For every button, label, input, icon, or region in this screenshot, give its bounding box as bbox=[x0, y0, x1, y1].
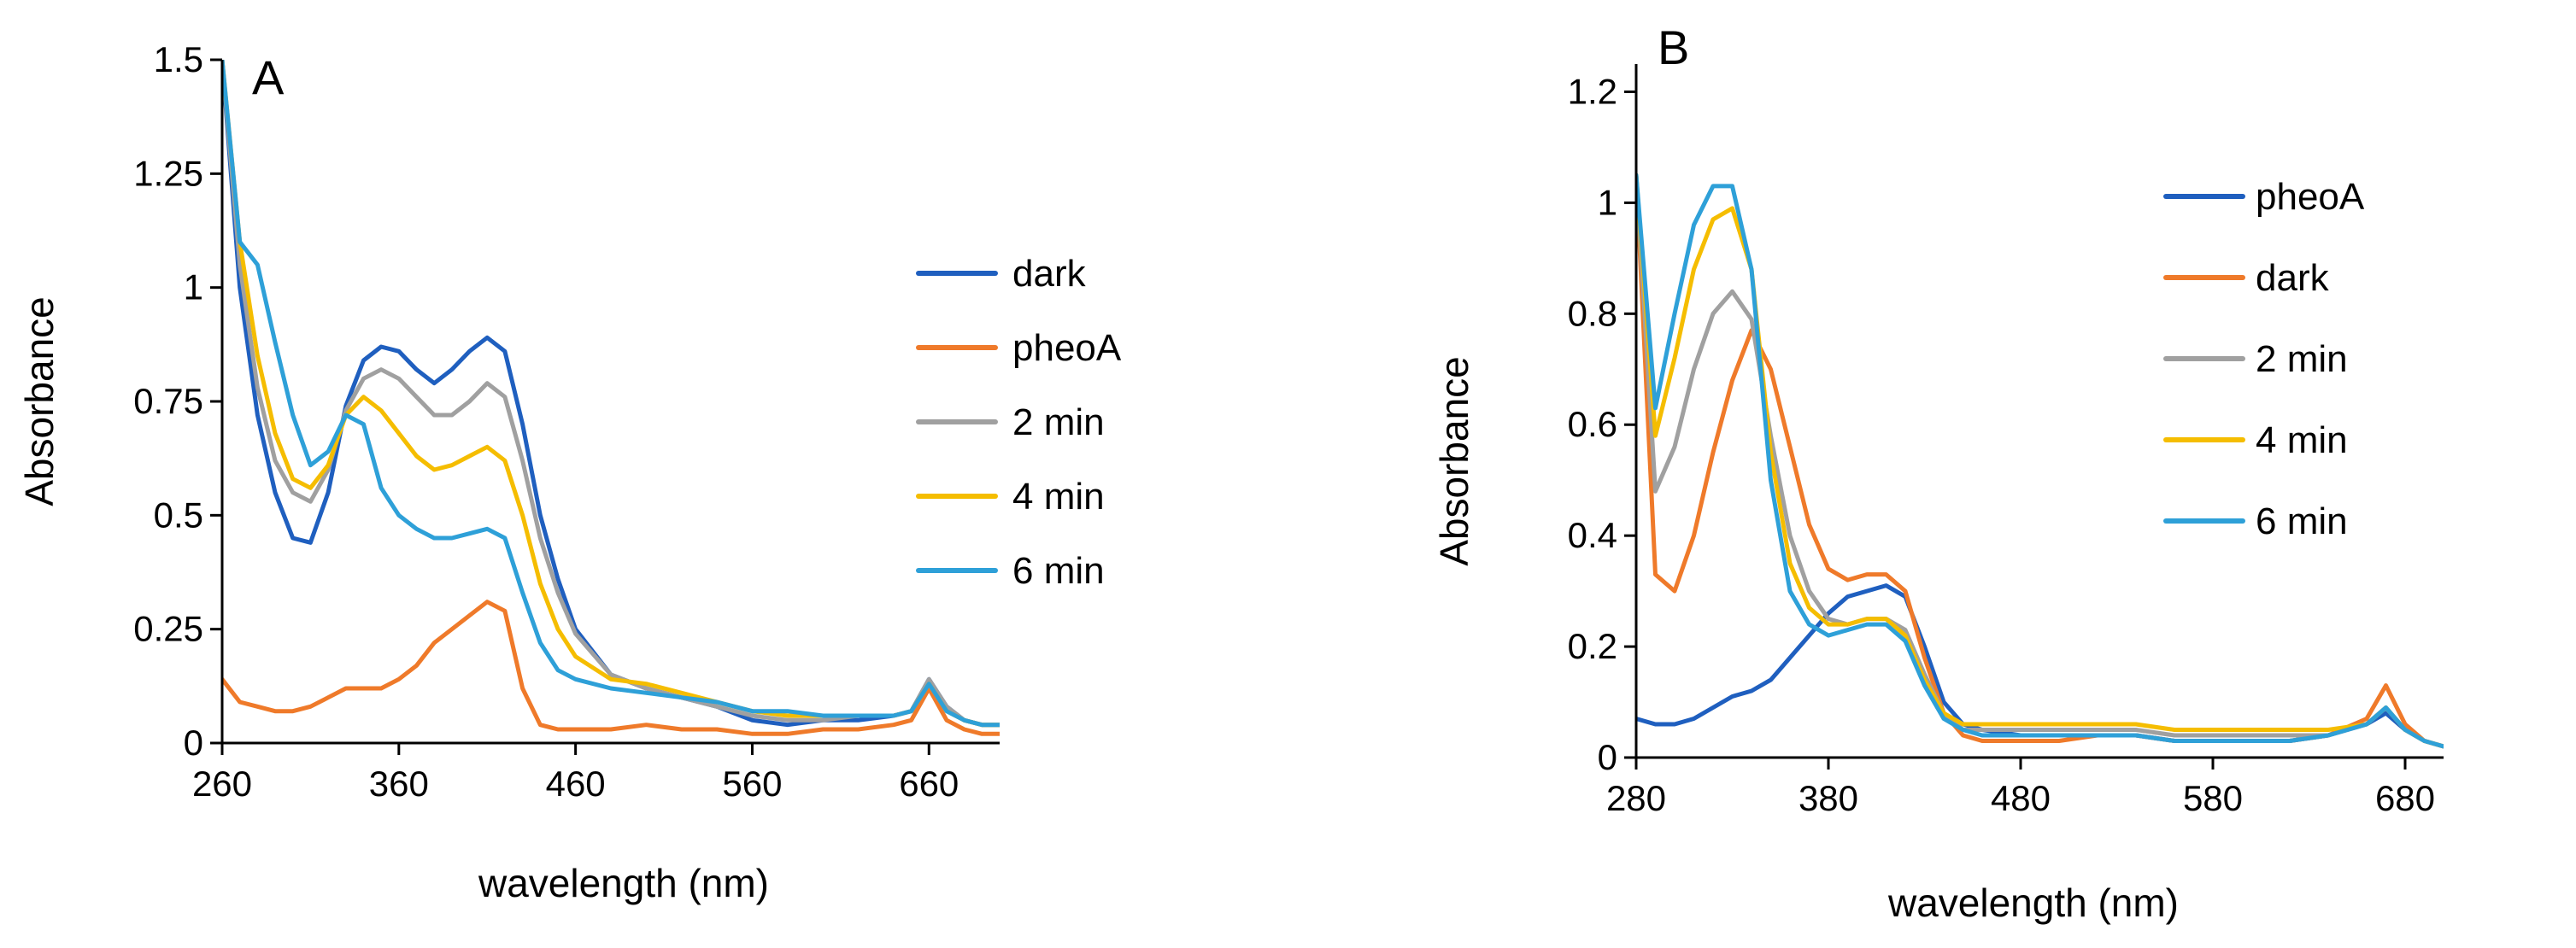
legend-label: dark bbox=[1012, 253, 1087, 295]
chart-panel-b: 0 0.2 0.4 0.6 0.8 1 1.2 280 380 480 580 680 Bwavelen… bbox=[1432, 20, 2444, 925]
x-tick-label: 260 bbox=[192, 764, 252, 804]
series-line-6-min bbox=[222, 60, 1000, 728]
y-tick-label: 1 bbox=[184, 267, 203, 307]
y-tick-label: 0.2 bbox=[1568, 626, 1617, 666]
series-line-dark bbox=[222, 60, 1000, 728]
legend-label: 6 min bbox=[1012, 550, 1105, 592]
legend: pheoA dark 2 min 4 min 6 min bbox=[2163, 176, 2365, 542]
y-tick-label: 0.4 bbox=[1568, 515, 1617, 555]
y-axis-label: Absorbance bbox=[17, 296, 62, 506]
y-tick-label: 0 bbox=[184, 723, 203, 763]
series-line-4-min bbox=[222, 60, 1000, 728]
chart-panel-a: 0 0.25 0.5 0.75 1 1.25 1.5 260 360 460 560 660 Awave… bbox=[17, 39, 1122, 905]
series-line-2-min bbox=[222, 60, 1000, 728]
x-tick-label: 680 bbox=[2375, 778, 2435, 818]
legend-label: pheoA bbox=[1012, 327, 1122, 369]
y-tick-label: 0.8 bbox=[1568, 293, 1617, 333]
x-tick-label: 360 bbox=[369, 764, 429, 804]
x-tick-label: 460 bbox=[546, 764, 606, 804]
x-tick-label: 660 bbox=[899, 764, 959, 804]
x-tick-label: 580 bbox=[2183, 778, 2243, 818]
y-tick-label: 1.5 bbox=[154, 39, 203, 79]
y-tick-label: 0.25 bbox=[133, 609, 203, 649]
x-tick-label: 280 bbox=[1606, 778, 1666, 818]
y-tick-label: 1 bbox=[1598, 182, 1617, 222]
y-tick-label: 0 bbox=[1598, 737, 1617, 777]
legend: dark pheoA 2 min 4 min 6 min bbox=[916, 253, 1122, 592]
x-axis-label: wavelength (nm) bbox=[1887, 881, 2179, 925]
legend-label: 4 min bbox=[2256, 419, 2348, 461]
panel-label: B bbox=[1658, 20, 1689, 74]
series-line-pheoa bbox=[222, 600, 1000, 736]
series-line-6-min bbox=[1636, 173, 2444, 749]
legend-label: 2 min bbox=[1012, 401, 1105, 443]
legend-label: 4 min bbox=[1012, 476, 1105, 518]
y-axis-label: Absorbance bbox=[1432, 356, 1476, 566]
y-tick-label: 0.6 bbox=[1568, 404, 1617, 444]
y-tick-label: 1.2 bbox=[1568, 71, 1617, 111]
y-tick-label: 1.25 bbox=[133, 153, 203, 193]
legend-label: 6 min bbox=[2256, 500, 2348, 542]
series-line-4-min bbox=[1636, 173, 2444, 749]
x-axis-label: wavelength (nm) bbox=[478, 861, 769, 905]
legend-label: pheoA bbox=[2256, 176, 2365, 218]
y-tick-label: 0.75 bbox=[133, 381, 203, 421]
x-tick-label: 480 bbox=[1991, 778, 2051, 818]
legend-label: dark bbox=[2256, 257, 2330, 299]
panel-label: A bbox=[252, 50, 285, 104]
x-tick-label: 380 bbox=[1799, 778, 1858, 818]
x-tick-label: 560 bbox=[722, 764, 782, 804]
y-tick-label: 0.5 bbox=[154, 494, 203, 535]
legend-label: 2 min bbox=[2256, 338, 2348, 380]
